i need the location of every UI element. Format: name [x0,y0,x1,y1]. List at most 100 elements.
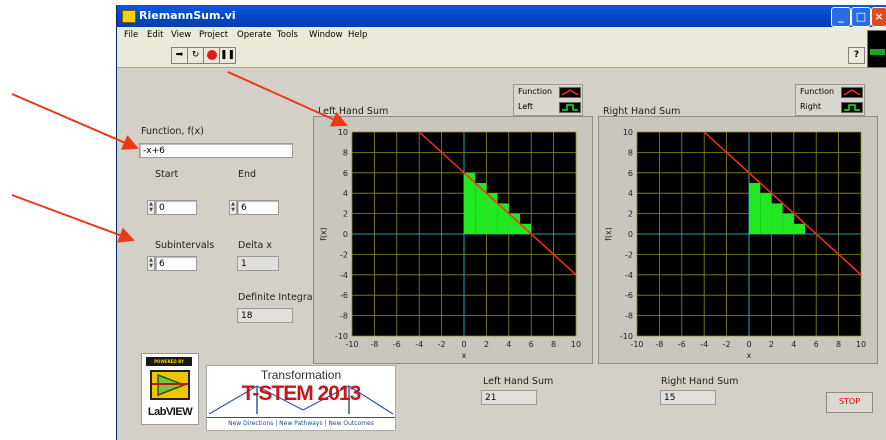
right-x-tick-label: 2 [769,340,774,349]
left-hand-sum-graph[interactable]: Left Hand Sum -10 -8 -6 -4 -2 0 2 4 6 8 10 10 8 6 4 2 0-… [313,106,593,364]
start-increment-icon[interactable]: ▲ ▼ [147,200,155,215]
right-y-tick-label: 8 [628,148,633,157]
right-sum-bar [782,213,794,234]
left-graph-legend: Function Left [513,84,583,116]
left-x-tick-label: 4 [506,340,511,349]
start-label: Start [155,169,179,180]
menu-tools[interactable]: Tools [277,30,298,40]
right-x-tick-label: 0 [746,340,751,349]
right-sum-label: Right Hand Sum [661,376,739,387]
left-x-tick-label: -6 [393,340,401,349]
right-x-tick-label: 6 [814,340,819,349]
left-y-tick-label: 0 [343,230,348,239]
legend-function-label: Function [518,87,553,96]
end-increment-icon[interactable]: ▲ ▼ [229,200,237,215]
left-y-tick-label: -8 [340,312,348,321]
title-bar[interactable]: RiemannSum.vi _ □ × [117,5,886,27]
front-panel: Function, f(x) -x+6 Start ▲ ▼ 0 End ▲ ▼ 6 … [117,68,886,440]
legend-function-swatch [559,87,581,98]
menu-view[interactable]: View [171,30,192,40]
menu-edit[interactable]: Edit [147,30,164,40]
left-sum-bar [464,172,476,234]
left-y-tick-label: 6 [343,169,348,178]
left-y-axis-label: f(x) [319,227,328,241]
left-x-tick-label: 6 [529,340,534,349]
function-input[interactable]: -x+6 [139,143,293,158]
left-y-tick-label: -2 [340,250,348,259]
right-y-tick-label: -2 [625,250,633,259]
pause-icon[interactable]: ❚❚ [219,47,236,64]
tstem-banner: Transformation T-STEM 2013 New Direction… [206,365,396,431]
integral-indicator: 18 [237,308,293,323]
left-x-tick-label: -8 [370,340,378,349]
menu-project[interactable]: Project [199,30,229,40]
left-y-tick-label: 2 [343,210,348,219]
right-y-axis-label: f(x) [604,227,613,241]
left-y-tick-label: -4 [340,271,348,280]
function-label: Function, f(x) [141,126,204,137]
right-graph-legend: Function Right [795,84,865,116]
right-y-tick-label: -10 [620,332,633,341]
arrow-to-subintervals [11,194,135,243]
left-function-line [418,131,577,276]
right-y-tick-label: -6 [625,291,633,300]
left-x-axis-label: x [462,351,467,360]
close-button[interactable]: × [871,7,886,27]
stop-button[interactable]: STOP [826,392,873,413]
menu-window[interactable]: Window [309,30,343,40]
right-x-tick-label: 4 [791,340,796,349]
right-x-tick-label: -4 [700,340,708,349]
vi-icon [867,30,886,68]
subintervals-input[interactable]: 6 [155,256,197,271]
right-sum-bar [771,203,783,234]
right-y-tick-label: 6 [628,169,633,178]
left-sum-bar [497,203,509,234]
left-sum-label: Left Hand Sum [483,376,554,387]
right-y-tick-label: 0 [628,230,633,239]
minimize-button[interactable]: _ [831,7,851,27]
labview-app-icon [122,10,136,23]
right-y-tick-label: -8 [625,312,633,321]
labview-wordmark: LabVIEW [147,406,193,418]
right-sum-bar [749,183,761,234]
right-x-tick-label: -8 [655,340,663,349]
menu-bar: File Edit View Project Operate Tools Win… [117,27,886,44]
left-x-tick-label: 2 [484,340,489,349]
right-x-tick-label: -10 [630,340,643,349]
menu-operate[interactable]: Operate [237,30,272,40]
right-x-axis-label: x [747,351,752,360]
maximize-button[interactable]: □ [851,7,871,27]
integral-label: Definite Integral [238,292,316,303]
toolbar: ➡ ↻ ❚❚ ? [117,30,886,68]
start-input[interactable]: 0 [155,200,197,215]
legend-function-swatch-right [841,87,863,98]
subintervals-increment-icon[interactable]: ▲ ▼ [147,256,155,271]
legend-left-swatch [559,102,581,113]
run-arrow-icon[interactable]: ➡ [171,47,188,64]
end-input[interactable]: 6 [237,200,279,215]
run-continuously-icon[interactable]: ↻ [187,47,204,64]
right-hand-sum-graph[interactable]: Right Hand Sum -10 -8 -6 -4 -2 0 2 4 6 8 10 10 8 6 4 2 0… [598,106,878,364]
left-y-tick-label: 10 [338,128,348,137]
left-sum-bar [508,213,520,234]
legend-right-label: Right [800,102,822,111]
legend-left-label: Left [518,102,534,111]
tstem-top-text: Transformation [260,368,342,382]
right-x-tick-label: 8 [836,340,841,349]
left-x-tick-label: -4 [415,340,423,349]
deltax-label: Delta x [238,240,272,251]
left-x-tick-label: -10 [345,340,358,349]
right-y-tick-label: 4 [628,189,633,198]
window-title: RiemannSum.vi [139,9,236,22]
menu-help[interactable]: Help [348,30,368,40]
right-y-tick-label: -4 [625,271,633,280]
help-button[interactable]: ? [848,47,865,64]
right-function-line [703,131,862,276]
abort-icon[interactable] [203,47,220,64]
right-plot: -10 -8 -6 -4 -2 0 2 4 6 8 10 10 8 6 4 2 0 -2 -4 -6 -8 -10 x f(x… [604,128,866,360]
tstem-tagline: New Directions | New Pathways | New Outc… [207,417,395,430]
menu-file[interactable]: File [124,30,139,40]
right-y-tick-label: 10 [623,128,633,137]
left-y-tick-label: 4 [343,189,348,198]
legend-right-swatch [841,102,863,113]
